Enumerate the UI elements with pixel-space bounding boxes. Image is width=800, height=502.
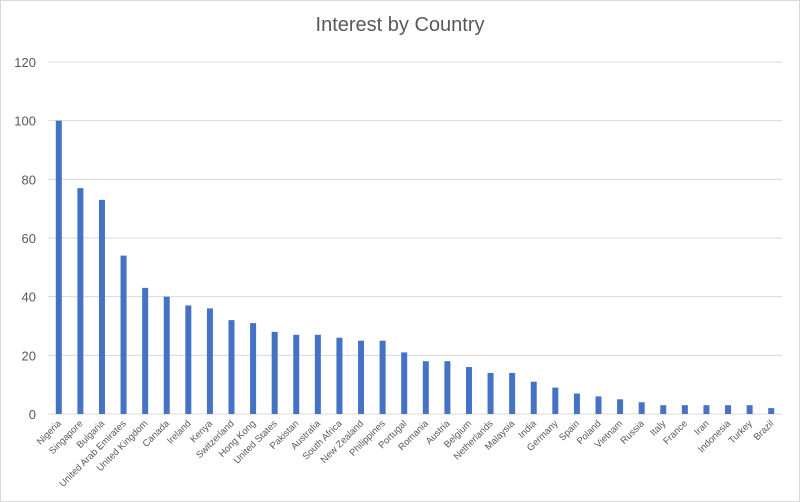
x-tick-label: Turkey [727,418,755,446]
bar [314,334,321,414]
x-tick-label: Brazil [752,418,777,443]
bar [487,372,494,414]
bar [573,393,580,414]
bar [185,305,192,414]
bar [336,337,343,414]
bar [120,255,127,414]
x-tick-label: Russia [618,418,647,447]
bars [55,120,775,415]
bar [530,381,537,414]
y-tick-label: 40 [22,290,36,305]
x-tick-label: Ireland [165,418,193,446]
y-tick-label: 80 [22,172,36,187]
gridlines [48,61,782,415]
x-tick-label: France [661,418,690,447]
bar [250,323,257,414]
bar [401,352,408,414]
bar [660,405,667,414]
bar [271,331,278,414]
y-tick-label: 60 [22,231,36,246]
y-tick-label: 20 [22,348,36,363]
bar [617,399,624,414]
y-tick-label: 0 [29,407,36,422]
y-tick-label: 100 [14,114,36,129]
bar [206,308,213,414]
bar [422,361,429,414]
bar [768,408,775,414]
bar [358,340,365,414]
bar [77,188,84,414]
bar [725,405,732,414]
bar [293,334,300,414]
bar [163,296,170,414]
bar [98,199,105,414]
bar [703,405,710,414]
y-tick-label: 120 [14,55,36,70]
y-axis-labels: 0 20 40 60 80 100 120 [14,55,36,422]
chart-title: Interest by Country [315,14,485,36]
bar [638,402,645,414]
bar [681,405,688,414]
bar [228,320,235,414]
bar [379,340,386,414]
bar [55,120,62,415]
bar [552,387,559,414]
bar [444,361,451,414]
bar [595,396,602,414]
bar [509,372,516,414]
bar [465,367,472,414]
bar [142,287,149,414]
bar [746,405,753,414]
